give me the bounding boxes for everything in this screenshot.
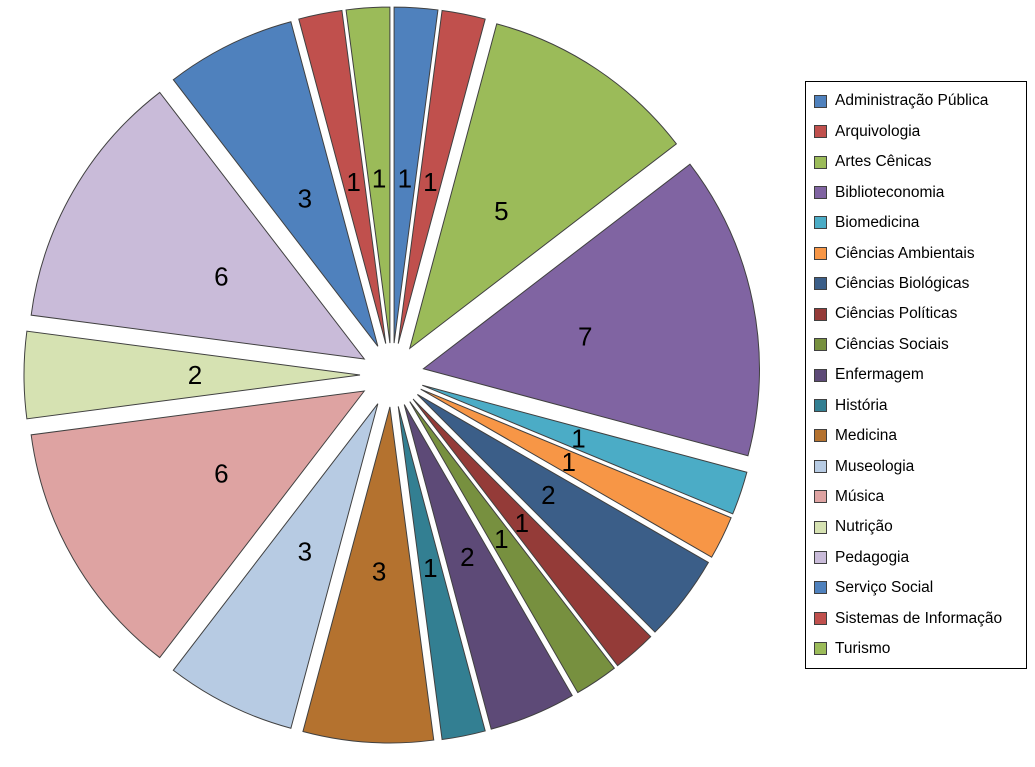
legend-swatch-icon xyxy=(814,94,827,108)
legend-item-9: Enfermagem xyxy=(814,360,1024,390)
legend-swatch-icon xyxy=(814,611,827,625)
legend-label: Ciências Políticas xyxy=(835,305,958,323)
legend-item-16: Serviço Social xyxy=(814,573,1024,603)
legend-item-13: Música xyxy=(814,481,1024,511)
legend-item-12: Museologia xyxy=(814,451,1024,481)
pie-slice-17 xyxy=(298,9,387,344)
legend-swatch-icon xyxy=(814,368,827,382)
legend-swatch-icon xyxy=(814,520,827,534)
pie-slice-14 xyxy=(23,330,361,420)
slice-value-label-12: 3 xyxy=(298,537,312,567)
slice-value-label-16: 3 xyxy=(298,183,312,213)
pie-slice-18 xyxy=(345,6,391,344)
pie-slice-0 xyxy=(393,6,439,344)
legend-item-1: Arquivologia xyxy=(814,116,1024,146)
slice-value-label-18: 1 xyxy=(372,163,386,193)
legend-item-10: História xyxy=(814,390,1024,420)
pie-slice-4 xyxy=(422,384,748,515)
legend-item-5: Ciências Ambientais xyxy=(814,238,1024,268)
legend-item-2: Artes Cênicas xyxy=(814,147,1024,177)
pie-slice-2 xyxy=(408,23,678,350)
legend-label: História xyxy=(835,396,888,414)
pie-slice-8 xyxy=(409,401,616,694)
pie-slice-3 xyxy=(422,163,760,457)
legend-label: Sistemas de Informação xyxy=(835,609,1003,627)
legend-label: Artes Cênicas xyxy=(835,153,932,171)
legend-swatch-icon xyxy=(814,398,827,412)
legend-item-14: Nutrição xyxy=(814,512,1024,542)
pie-slice-1 xyxy=(397,9,486,344)
legend-item-18: Turismo xyxy=(814,634,1024,664)
legend-swatch-icon xyxy=(814,642,827,656)
legend-label: Ciências Biológicas xyxy=(835,274,970,292)
legend-swatch-icon xyxy=(814,155,827,169)
legend-label: Serviço Social xyxy=(835,579,934,597)
slice-value-label-6: 2 xyxy=(541,480,555,510)
legend-label: Arquivologia xyxy=(835,122,921,140)
pie-slice-16 xyxy=(172,21,379,347)
legend-label: Medicina xyxy=(835,427,898,445)
legend-swatch-icon xyxy=(814,246,827,260)
legend-item-7: Ciências Políticas xyxy=(814,299,1024,329)
slice-value-label-13: 6 xyxy=(214,459,228,489)
slice-value-label-0: 1 xyxy=(398,163,412,193)
legend-label: Biomedicina xyxy=(835,214,920,232)
legend-label: Enfermagem xyxy=(835,366,924,384)
pie-slice-13 xyxy=(30,390,366,659)
legend-item-6: Ciências Biológicas xyxy=(814,269,1024,299)
slice-value-label-14: 2 xyxy=(188,360,202,390)
slice-value-label-7: 1 xyxy=(515,508,529,538)
slice-value-label-15: 6 xyxy=(214,262,228,292)
pie-slice-10 xyxy=(397,406,486,741)
legend-item-15: Pedagogia xyxy=(814,542,1024,572)
chart-legend: Administração Pública Arquivologia Artes C… xyxy=(805,81,1027,669)
legend-swatch-icon xyxy=(814,216,827,230)
legend-swatch-icon xyxy=(814,551,827,565)
legend-label: Nutrição xyxy=(835,518,893,536)
legend-item-0: Administração Pública xyxy=(814,86,1024,116)
legend-label: Biblioteconomia xyxy=(835,183,945,201)
legend-swatch-icon xyxy=(814,429,827,443)
legend-label: Museologia xyxy=(835,457,915,475)
legend-swatch-icon xyxy=(814,490,827,504)
legend-swatch-icon xyxy=(814,185,827,199)
pie-slice-15 xyxy=(30,91,366,360)
legend-swatch-icon xyxy=(814,307,827,321)
slice-value-label-11: 3 xyxy=(372,557,386,587)
slice-value-label-1: 1 xyxy=(423,167,437,197)
pie-slice-6 xyxy=(417,394,710,633)
slice-value-label-4: 1 xyxy=(571,423,585,453)
legend-swatch-icon xyxy=(814,277,827,291)
slice-value-label-10: 1 xyxy=(423,553,437,583)
legend-label: Música xyxy=(835,487,885,505)
legend-item-4: Biomedicina xyxy=(814,208,1024,238)
legend-swatch-icon xyxy=(814,581,827,595)
slice-value-label-9: 2 xyxy=(460,542,474,572)
legend-swatch-icon xyxy=(814,338,827,352)
legend-label: Administração Pública xyxy=(835,92,989,110)
legend-label: Ciências Ambientais xyxy=(835,244,975,262)
slice-value-label-8: 1 xyxy=(494,524,508,554)
pie-slice-9 xyxy=(403,404,573,730)
legend-item-17: Sistemas de Informação xyxy=(814,603,1024,633)
legend-item-3: Biblioteconomia xyxy=(814,177,1024,207)
legend-item-8: Ciências Sociais xyxy=(814,329,1024,359)
pie-slice-11 xyxy=(302,406,435,744)
pie-slice-7 xyxy=(412,398,652,667)
pie-slice-5 xyxy=(420,388,732,558)
pie-slice-12 xyxy=(172,403,379,729)
legend-swatch-icon xyxy=(814,125,827,139)
slice-value-label-3: 7 xyxy=(578,322,592,352)
legend-label: Ciências Sociais xyxy=(835,335,949,353)
legend-swatch-icon xyxy=(814,459,827,473)
slice-value-label-17: 1 xyxy=(346,167,360,197)
legend-item-11: Medicina xyxy=(814,421,1024,451)
slice-value-label-5: 1 xyxy=(561,447,575,477)
legend-label: Pedagogia xyxy=(835,548,910,566)
legend-label: Turismo xyxy=(835,640,891,658)
slice-value-label-2: 5 xyxy=(494,196,508,226)
